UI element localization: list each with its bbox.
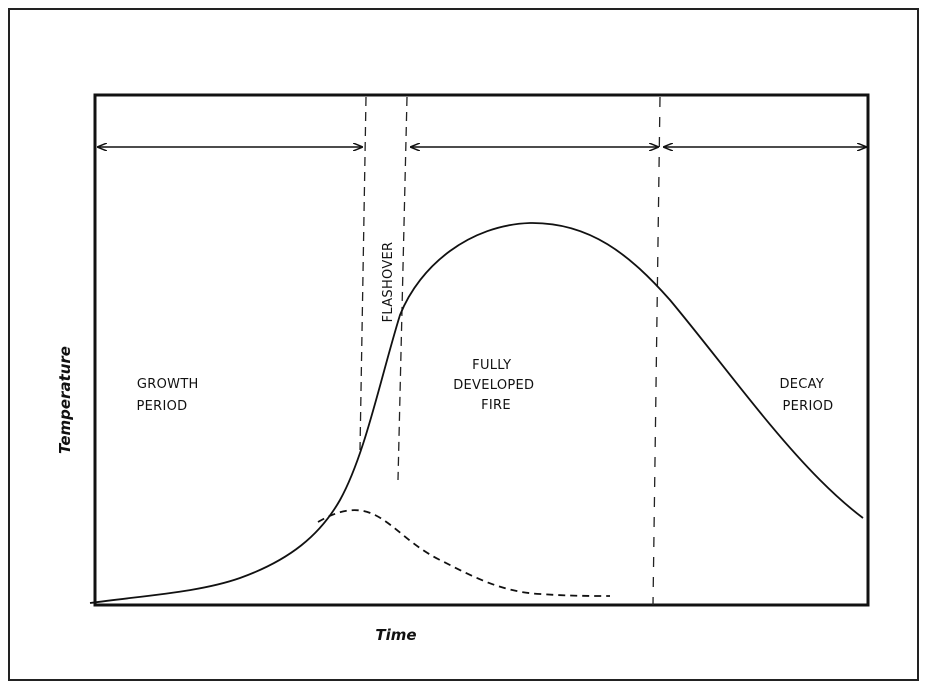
fully-developed-label: FULLY DEVELOPED FIRE [453,358,539,413]
label-line: FULLY [472,358,511,373]
growth-label: GROWTH PERIOD [137,377,204,414]
no-flashover-curve [317,509,611,597]
label-line: PERIOD [137,399,188,414]
flashover-label: FLASHOVER [381,242,396,323]
label-line: DEVELOPED [453,378,534,393]
y-axis-label: Temperature [56,346,74,454]
label-line: GROWTH [137,377,199,392]
flashover-end [397,96,408,481]
decay-start [652,96,661,606]
flashover-start [359,96,367,451]
label-line: FIRE [481,398,511,413]
label-line: PERIOD [783,399,834,414]
plot-box [93,93,870,607]
frame [8,8,919,681]
label-line: DECAY [779,377,824,392]
temperature-curve [89,222,864,604]
x-axis-label: Time [375,626,416,644]
decay-label: DECAY PERIOD [779,377,833,414]
